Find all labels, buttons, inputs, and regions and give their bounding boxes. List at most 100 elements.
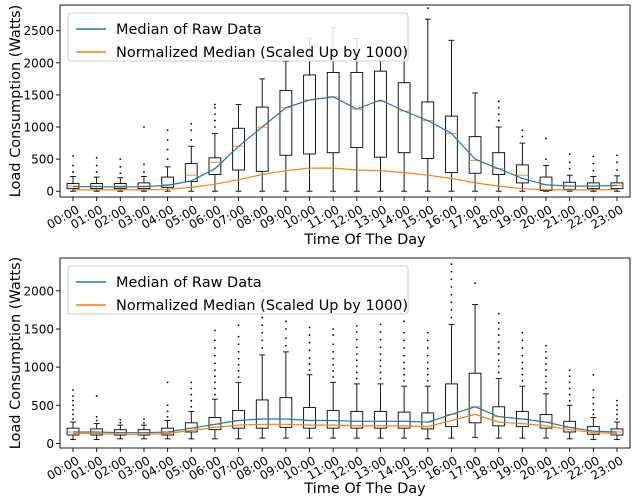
outlier-point [214,362,216,365]
outlier-point [403,320,406,323]
outlier-point [568,375,571,378]
outlier-point [284,320,287,323]
outlier-point [166,410,169,413]
y-tick-label: 0 [46,437,54,451]
outlier-point [616,399,618,402]
outlier-point [332,350,335,353]
outlier-point [616,154,618,157]
outlier-point [592,413,595,416]
y-tick-label: 2000 [23,56,54,70]
boxplot-12:00 [350,325,364,439]
legend-label: Normalized Median (Scaled Up by 1000) [116,45,408,61]
outlier-point [545,344,547,347]
outlier-point [166,138,169,141]
outlier-point [355,331,358,333]
outlier-point [497,328,500,330]
outlier-point [426,354,429,357]
outlier-point [616,413,618,416]
outlier-point [214,113,216,116]
boxplot-14:00 [397,320,411,439]
outlier-point [261,347,264,349]
outlier-point [214,369,216,372]
plot-frame [59,257,631,449]
boxplot-18:00 [492,312,506,439]
outlier-point [616,404,618,407]
outlier-point [592,373,595,376]
outlier-point [379,371,382,374]
outlier-point [190,381,193,384]
outlier-point [308,341,311,344]
outlier-point [474,282,476,285]
outlier-point [308,334,311,336]
boxplot-19:00 [516,129,529,192]
outlier-point [592,402,595,405]
box-iqr [516,164,529,184]
outlier-point [545,381,547,384]
outlier-point [237,370,240,372]
legend: Median of Raw Data Normalized Median (Sca… [67,265,409,315]
boxplot-15:00 [421,7,435,192]
box-iqr [397,411,411,429]
outlier-point [403,373,406,376]
outlier-point [592,155,595,158]
median-raw-line [73,406,618,434]
boxplot-16:00 [445,39,458,192]
y-tick-label: 500 [31,399,54,413]
outlier-point [497,353,500,356]
boxplot-15:00 [421,331,435,440]
boxplot-06:00 [208,103,222,192]
outlier-point [497,321,500,324]
box-iqr [421,412,435,430]
outlier-point [426,379,429,382]
outlier-point [497,119,500,122]
outlier-point [568,369,571,372]
box-iqr [374,410,387,429]
boxplot-02:00 [113,418,127,440]
outlier-point [521,373,524,376]
bottom-chart-panel: 050010001500200000:0001:0002:0003:0004:0… [8,257,631,497]
outlier-point [190,399,193,402]
median-raw-line [73,96,618,188]
outlier-point [143,418,145,420]
outlier-point [450,301,453,304]
outlier-point [545,375,547,378]
outlier-point [95,164,98,167]
box-iqr [374,70,387,158]
box-iqr [279,397,293,428]
outlier-point [568,153,571,155]
outlier-point [426,347,429,349]
outlier-point [403,347,406,349]
outlier-point [592,162,595,165]
outlier-point [379,346,382,349]
legend-box [67,12,409,62]
outlier-point [72,389,74,391]
boxplot-03:00 [137,126,151,192]
outlier-point [166,404,169,407]
outlier-point [166,129,169,132]
outlier-point [616,408,618,411]
outlier-point [450,263,453,266]
outlier-point [261,339,264,342]
box-iqr [421,101,435,159]
outlier-point [166,415,169,418]
outlier-point [592,389,595,391]
outlier-point [497,312,500,315]
outlier-point [355,338,358,341]
boxplot-05:00 [184,122,198,192]
outlier-point [403,354,406,357]
legend-label: Normalized Median (Scaled Up by 1000) [116,298,408,314]
boxplot-04:00 [161,129,174,192]
boxplot-07:00 [232,104,245,192]
outlier-point [521,347,524,349]
top-chart-panel: 0500100015002000250000:0001:0002:0003:00… [8,4,631,248]
outlier-point [497,106,500,109]
outlier-point [214,103,216,106]
outlier-point [332,334,335,336]
outlier-point [616,169,618,171]
outlier-point [426,331,429,334]
legend-label: Median of Raw Data [116,22,262,38]
outlier-point [497,359,500,362]
outlier-point [119,418,122,421]
outlier-point [521,331,524,334]
outlier-point [568,167,571,170]
